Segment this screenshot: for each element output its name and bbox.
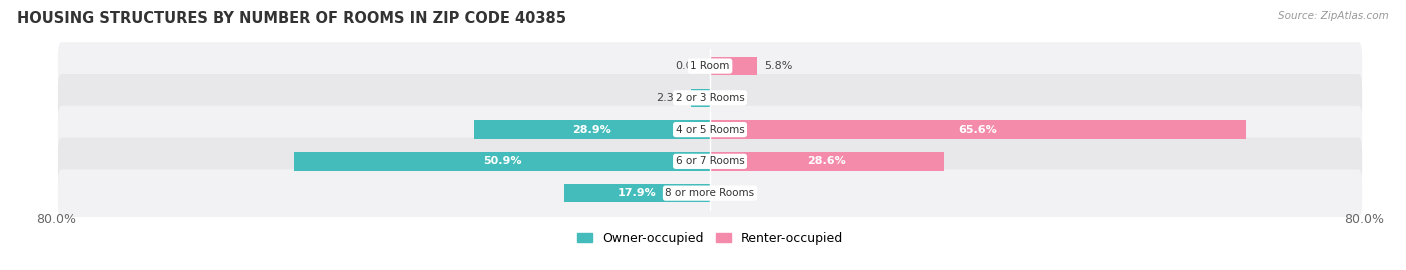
Text: 5.8%: 5.8% [763, 61, 793, 71]
Bar [294, 152, 710, 171]
Text: 2 or 3 Rooms: 2 or 3 Rooms [676, 93, 744, 103]
Text: 28.9%: 28.9% [572, 124, 612, 135]
Bar [474, 120, 710, 139]
Bar [692, 89, 710, 107]
Text: HOUSING STRUCTURES BY NUMBER OF ROOMS IN ZIP CODE 40385: HOUSING STRUCTURES BY NUMBER OF ROOMS IN… [17, 11, 565, 26]
Text: 8 or more Rooms: 8 or more Rooms [665, 188, 755, 198]
Text: 4 or 5 Rooms: 4 or 5 Rooms [676, 124, 744, 135]
Bar [564, 184, 710, 202]
Bar [710, 152, 943, 171]
Text: 0.0%: 0.0% [675, 61, 703, 71]
Text: 0.0%: 0.0% [717, 188, 745, 198]
Text: 2.3%: 2.3% [657, 93, 685, 103]
FancyBboxPatch shape [58, 106, 1362, 153]
FancyBboxPatch shape [58, 42, 1362, 90]
Legend: Owner-occupied, Renter-occupied: Owner-occupied, Renter-occupied [572, 227, 848, 250]
FancyBboxPatch shape [58, 74, 1362, 122]
Text: 0.0%: 0.0% [717, 93, 745, 103]
FancyBboxPatch shape [58, 169, 1362, 217]
Text: 28.6%: 28.6% [807, 156, 846, 166]
Text: 17.9%: 17.9% [617, 188, 657, 198]
Text: 65.6%: 65.6% [959, 124, 997, 135]
Bar [710, 120, 1246, 139]
FancyBboxPatch shape [58, 137, 1362, 185]
Bar [710, 57, 758, 75]
Text: 1 Room: 1 Room [690, 61, 730, 71]
Text: 6 or 7 Rooms: 6 or 7 Rooms [676, 156, 744, 166]
Text: 50.9%: 50.9% [482, 156, 522, 166]
Text: Source: ZipAtlas.com: Source: ZipAtlas.com [1278, 11, 1389, 21]
